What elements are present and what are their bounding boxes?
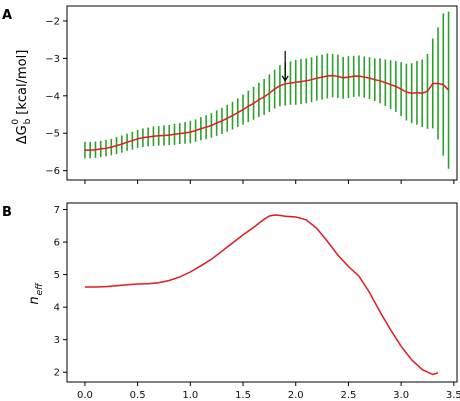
panel-a-ylabel-sup: 0 (11, 119, 21, 125)
panel-b-axes-frame (66, 202, 458, 383)
panel-a-arrow-annotation (281, 50, 289, 83)
panel-a-y-axis-label: ΔGb0 [kcal/mol] (11, 50, 33, 145)
panel-b-x-tick-label: 2.0 (288, 390, 304, 401)
panel-a-mean-line (84, 74, 450, 151)
panel-b-y-axis-label: neff (27, 282, 45, 305)
panel-b-y-tick-label: 3 (54, 335, 60, 346)
panel-b-x-tick-label: 1.0 (182, 390, 198, 401)
panel-b-y-tick-label: 5 (54, 270, 60, 281)
panel-a-y-tick-label: −4 (45, 91, 60, 102)
panel-b: B neff 0.0 0.5 1.0 1.5 2.0 2.5 3.0 3.5 2 3 4 5 6 7 (2, 202, 460, 401)
panel-a-ticks: −6 −5 −4 −3 −2 (45, 16, 455, 184)
panel-a-ylabel-rest: [kcal/mol] (15, 50, 30, 119)
panel-a-ylabel-main: ΔG (15, 125, 30, 144)
panel-a-y-tick-label: −5 (45, 129, 60, 140)
panel-b-neff-line (84, 214, 439, 376)
panel-b-x-tick-label: 1.5 (235, 390, 251, 401)
panel-a-axes-frame (66, 5, 458, 181)
panel-b-x-tick-label: 2.5 (340, 390, 356, 401)
panel-a-error-bars (84, 11, 450, 169)
panel-b-label: B (2, 205, 12, 220)
panel-b-y-tick-label: 2 (54, 368, 60, 379)
panel-a-label: A (2, 8, 12, 23)
panel-b-y-tick-label: 7 (54, 205, 60, 216)
arrow-head (281, 75, 289, 83)
panel-b-ticks: 0.0 0.5 1.0 1.5 2.0 2.5 3.0 3.5 2 3 4 5 6 7 (54, 205, 460, 401)
panel-a-y-tick-label: −2 (45, 16, 60, 27)
panel-a-ylabel-sub: b (23, 118, 33, 124)
panel-b-x-tick-label: 0.0 (77, 390, 93, 401)
panel-a-y-tick-label: −6 (45, 166, 60, 177)
panel-b-ylabel-main: n (27, 296, 42, 304)
panel-a: A ΔGb0 [kcal/mol] −6 −5 −4 −3 −2 (2, 5, 458, 184)
panel-b-x-tick-label: 3.0 (393, 390, 409, 401)
panel-b-x-tick-label: 0.5 (130, 390, 146, 401)
panel-b-ylabel-sub: eff (35, 282, 45, 296)
panel-b-y-tick-label: 6 (54, 238, 60, 249)
panel-b-x-tick-label: 3.5 (446, 390, 460, 401)
panel-a-y-tick-label: −3 (45, 54, 60, 65)
panel-b-y-tick-label: 4 (54, 303, 60, 314)
